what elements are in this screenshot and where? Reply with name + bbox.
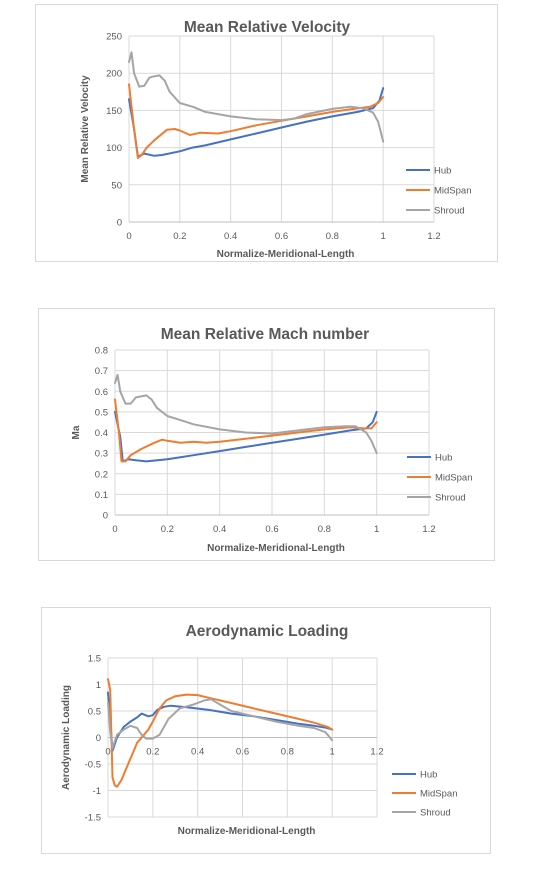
x-axis-label: Normalize-Meridional-Length	[207, 543, 345, 554]
y-tick-label: 150	[106, 106, 122, 117]
y-tick-label: 0.8	[95, 346, 108, 357]
y-tick-label: 1.5	[88, 654, 101, 665]
legend-label-hub: Hub	[420, 770, 437, 781]
legend-label-shroud: Shroud	[434, 206, 465, 217]
y-tick-label: 0	[103, 511, 108, 522]
series-line-midspan	[114, 398, 378, 463]
y-axis-label: Ma	[71, 425, 82, 439]
y-tick-label: 0.2	[95, 469, 108, 480]
series-line-shroud	[128, 51, 385, 143]
legend-label-hub: Hub	[435, 453, 452, 464]
y-tick-label: 250	[106, 32, 122, 43]
x-tick-label: 0.2	[146, 747, 159, 758]
chart-title: Mean Relative Velocity	[184, 19, 351, 36]
series-line-shroud	[114, 373, 378, 455]
y-tick-label: 0.3	[95, 449, 108, 460]
y-tick-label: 100	[106, 143, 122, 154]
series-line-hub	[114, 410, 378, 463]
mach-chart: 0 0.1 0.2 0.3 0.4 0.5 0.6 0.7 0.8 0 0.2 0.4 0.6 0.8 1 1…	[38, 308, 495, 561]
y-tick-label: 0	[96, 733, 101, 744]
x-axis-label: Normalize-Meridional-Length	[217, 249, 355, 260]
x-tick-label: 0.4	[213, 524, 226, 535]
legend-label-midspan: MidSpan	[434, 186, 472, 197]
x-tick-label: 0.2	[161, 524, 174, 535]
x-tick-label: 0.8	[281, 747, 294, 758]
legend-label-hub: Hub	[434, 166, 451, 177]
chart-title: Aerodynamic Loading	[186, 623, 349, 640]
legend-label-midspan: MidSpan	[435, 473, 473, 484]
loading-chart: -1.5 -1 -0.5 0 0.5 1 1.5 0 0.2 0.4 0.6 0.8 1 1.2 Aerod…	[41, 607, 491, 854]
series-line-midspan	[128, 83, 385, 159]
x-tick-label: 0.6	[236, 747, 249, 758]
series-line-shroud	[107, 698, 334, 750]
series-line-hub	[128, 87, 385, 158]
y-axis-label: Mean Relative Velocity	[80, 75, 91, 183]
x-tick-label: 0.8	[318, 524, 331, 535]
x-tick-label: 0	[126, 231, 131, 242]
x-tick-label: 0.2	[173, 231, 186, 242]
y-tick-label: -0.5	[85, 760, 101, 771]
x-tick-label: 0	[105, 747, 110, 758]
y-tick-label: 0.6	[95, 387, 108, 398]
y-tick-label: 0.1	[95, 490, 108, 501]
legend-label-shroud: Shroud	[435, 493, 466, 504]
x-tick-label: 1.2	[370, 747, 383, 758]
loading-chart-svg: -1.5 -1 -0.5 0 0.5 1 1.5 0 0.2 0.4 0.6 0.8 1 1.2 Aerod…	[61, 623, 458, 837]
x-tick-label: 0.6	[265, 524, 278, 535]
series-line-midspan	[107, 678, 334, 788]
y-tick-label: 50	[111, 180, 122, 191]
y-tick-label: 200	[106, 69, 122, 80]
chart-title: Mean Relative Mach number	[161, 326, 369, 343]
x-tick-label: 0	[112, 524, 117, 535]
y-axis-label: Aerodynamic Loading	[61, 685, 72, 790]
legend-label-midspan: MidSpan	[420, 789, 458, 800]
legend-label-shroud: Shroud	[420, 808, 451, 819]
x-tick-label: 1	[330, 747, 335, 758]
x-tick-label: 1.2	[427, 231, 440, 242]
x-axis-label: Normalize-Meridional-Length	[178, 826, 316, 837]
x-tick-label: 1	[381, 231, 386, 242]
velocity-chart: 0 50 100 150 200 250 0 0.2 0.4 0.6 0.8 1 1.2 Mean Rel…	[35, 4, 498, 262]
x-tick-label: 0.4	[224, 231, 237, 242]
x-tick-label: 1.2	[422, 524, 435, 535]
y-tick-label: 0.4	[95, 428, 108, 439]
y-tick-label: 1	[96, 680, 101, 691]
y-tick-label: 0	[117, 218, 122, 229]
velocity-chart-svg: 0 50 100 150 200 250 0 0.2 0.4 0.6 0.8 1 1.2 Mean Rel…	[80, 19, 472, 260]
x-tick-label: 0.8	[326, 231, 339, 242]
y-tick-label: -1.5	[85, 813, 101, 824]
y-tick-label: -1	[93, 786, 101, 797]
y-tick-label: 0.5	[88, 707, 101, 718]
mach-chart-svg: 0 0.1 0.2 0.3 0.4 0.5 0.6 0.7 0.8 0 0.2 0.4 0.6 0.8 1 1…	[71, 326, 473, 554]
y-tick-label: 0.5	[95, 407, 108, 418]
y-tick-label: 0.7	[95, 366, 108, 377]
x-tick-label: 0.4	[191, 747, 204, 758]
x-tick-label: 0.6	[275, 231, 288, 242]
x-tick-label: 1	[374, 524, 379, 535]
